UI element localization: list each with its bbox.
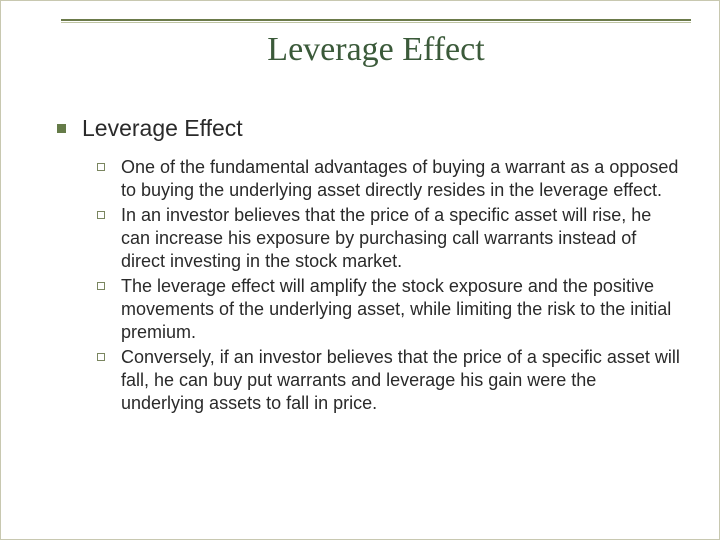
slide-title: Leverage Effect	[61, 29, 691, 75]
title-area: Leverage Effect	[29, 19, 691, 85]
section-heading: Leverage Effect	[82, 115, 243, 142]
hollow-square-bullet-icon	[97, 353, 105, 361]
hollow-square-bullet-icon	[97, 282, 105, 290]
slide-container: Leverage Effect Leverage Effect One of t…	[0, 0, 720, 540]
level2-list: One of the fundamental advantages of buy…	[57, 156, 681, 415]
level2-item: Conversely, if an investor believes that…	[97, 346, 681, 415]
content-area: Leverage Effect One of the fundamental a…	[29, 85, 691, 415]
square-bullet-icon	[57, 124, 66, 133]
bullet-text: One of the fundamental advantages of buy…	[121, 156, 681, 202]
level2-item: One of the fundamental advantages of buy…	[97, 156, 681, 202]
hollow-square-bullet-icon	[97, 163, 105, 171]
bullet-text: In an investor believes that the price o…	[121, 204, 681, 273]
hollow-square-bullet-icon	[97, 211, 105, 219]
title-divider	[61, 19, 691, 23]
bullet-text: The leverage effect will amplify the sto…	[121, 275, 681, 344]
level1-item: Leverage Effect	[57, 115, 681, 142]
level2-item: In an investor believes that the price o…	[97, 204, 681, 273]
bullet-text: Conversely, if an investor believes that…	[121, 346, 681, 415]
level2-item: The leverage effect will amplify the sto…	[97, 275, 681, 344]
